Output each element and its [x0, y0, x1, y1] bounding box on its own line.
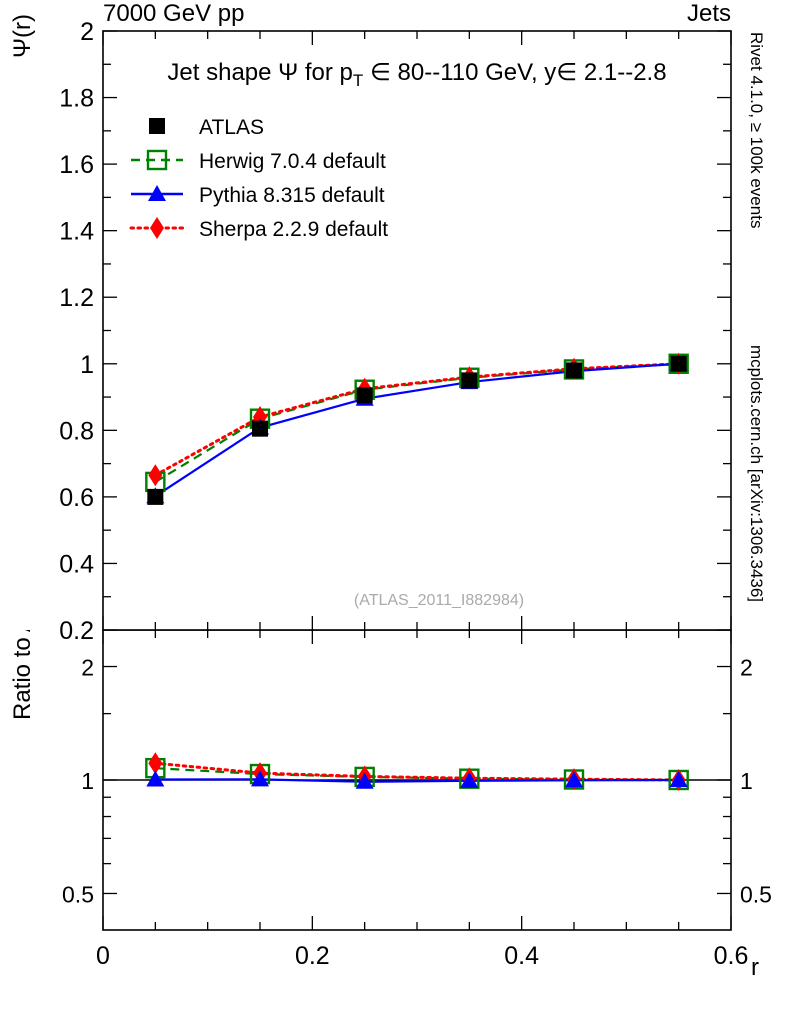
main-data-series — [145, 352, 689, 505]
title-suffix: ∈ 80--110 GeV, y∈ 2.1--2.8 — [363, 59, 666, 86]
main-frame — [102, 30, 732, 631]
ratio-y-axis-label: Ratio to ATLAS — [9, 630, 36, 720]
marker-triangle — [355, 772, 374, 789]
header-row: 7000 GeV pp Jets — [0, 0, 786, 27]
analysis-watermark: (ATLAS_2011_I882984) — [354, 592, 524, 609]
marker-diamond — [148, 752, 163, 775]
legend-label: ATLAS — [199, 116, 264, 139]
y-tick-label: 1 — [80, 351, 94, 379]
ratio-data-series — [145, 752, 689, 791]
title-prefix: Jet shape Ψ for p — [167, 59, 352, 86]
marker-triangle — [146, 770, 165, 787]
ratio-y-tick-label-right: 1 — [740, 768, 753, 794]
y-tick-label: 1.8 — [59, 85, 94, 113]
series-line — [153, 362, 681, 477]
marker-triangle — [460, 771, 479, 788]
y-tick-label: 0.8 — [59, 417, 94, 445]
ratio-y-ticks: 0.5 0.5 1 1 2 2 — [62, 655, 772, 908]
ratio-y-tick-label-right: 2 — [740, 655, 753, 681]
marker-square-filled — [461, 372, 478, 389]
y-tick-label: 0.4 — [59, 550, 94, 578]
marker-triangle — [251, 770, 269, 787]
ratio-y-tick-label: 1 — [81, 768, 94, 794]
marker-square-filled — [566, 362, 582, 379]
marker-diamond — [150, 217, 164, 239]
marker-triangle — [669, 771, 688, 787]
marker-square-filled — [147, 488, 164, 505]
ratio-series-line — [153, 761, 681, 782]
marker-square-filled — [149, 118, 165, 134]
marker-triangle — [148, 185, 166, 201]
ratio-x-axis-label: r — [751, 954, 759, 981]
legend-item: Pythia 8.315 default — [131, 184, 385, 207]
marker-triangle — [565, 771, 583, 788]
marker-square-filled — [356, 387, 373, 404]
x-tick-label: 0 — [96, 942, 110, 970]
legend-item: Sherpa 2.2.9 default — [129, 217, 388, 241]
main-x-ticks — [102, 31, 732, 630]
x-tick-label: 0.2 — [295, 942, 330, 970]
ratio-series-line — [155, 778, 679, 783]
legend-item: ATLAS — [149, 116, 264, 139]
ratio-plot-panel: 0.5 0.5 1 1 2 2 0 0.2 0.4 0.6 Ratio to ATLAS r — [9, 630, 772, 981]
main-title: Jet shape Ψ for pT ∈ 80--110 GeV, y∈ 2.1… — [167, 59, 666, 90]
main-y-ticks: 0.2 0.4 0.6 0.8 1 1.2 1.4 1.6 1.8 2 — [59, 18, 731, 645]
y-tick-label: 1.2 — [59, 284, 94, 312]
title-subscript: T — [353, 71, 363, 90]
ratio-y-tick-label: 2 — [81, 655, 94, 681]
legend-label: Pythia 8.315 default — [199, 184, 385, 207]
y-tick-label: 1.6 — [59, 151, 94, 179]
y-tick-label: 0.6 — [59, 484, 94, 512]
header-analysis-label: Jets — [686, 0, 731, 27]
y-tick-label: 2 — [80, 18, 94, 46]
x-tick-label: 0.6 — [714, 942, 749, 970]
ratio-x-ticks: 0 0.2 0.4 0.6 — [96, 630, 748, 970]
main-y-axis-label: Ψ(r) — [9, 14, 36, 58]
ratio-y-tick-label-right: 0.5 — [740, 881, 772, 907]
y-tick-label: 1.4 — [59, 218, 94, 246]
marker-diamond — [148, 464, 163, 487]
legend-label: Herwig 7.0.4 default — [199, 150, 386, 173]
main-plot-panel: 0.2 0.4 0.6 0.8 1 1.2 1.4 1.6 1.8 2 Ψ(r) Jet shap… — [9, 14, 732, 645]
legend: ATLAS Herwig 7.0.4 default Pythia 8.315 de… — [129, 116, 388, 241]
x-tick-label: 0.4 — [504, 942, 539, 970]
marker-square-filled — [670, 355, 687, 372]
legend-item: Herwig 7.0.4 default — [131, 149, 386, 173]
ratio-y-tick-label: 0.5 — [62, 881, 94, 907]
marker-square-filled — [252, 420, 268, 437]
marker-square-open — [146, 149, 168, 171]
series-line — [154, 362, 679, 498]
y-tick-label: 0.2 — [59, 617, 94, 645]
legend-label: Sherpa 2.2.9 default — [199, 218, 388, 241]
header-beam-label: 7000 GeV pp — [103, 0, 245, 27]
